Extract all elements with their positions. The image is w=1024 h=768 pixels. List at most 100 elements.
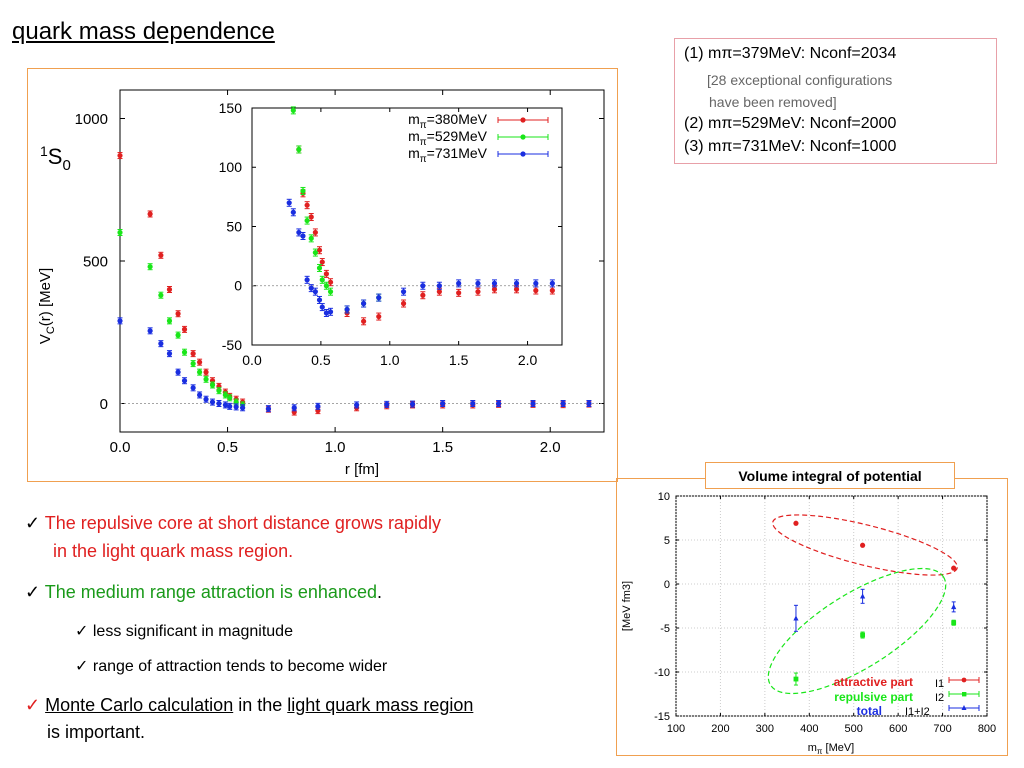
bullet-less-significant: ✓ less significant in magnitude xyxy=(75,621,293,641)
main-y-axis-label: VC(r) [MeV] xyxy=(37,268,57,344)
vi-legend-marker xyxy=(962,692,967,697)
vi-point-attractive xyxy=(860,542,866,548)
data-point xyxy=(296,229,302,236)
vi-y-axis-label: [MeV fm3] xyxy=(621,581,633,631)
data-point xyxy=(586,400,592,407)
data-point xyxy=(323,310,329,316)
inset-legend: mπ=380MeV mπ=529MeV mπ=731MeV xyxy=(408,111,549,165)
y-tick-label: -5 xyxy=(660,623,670,635)
legend-entry-380: mπ=380MeV xyxy=(408,111,488,131)
data-point xyxy=(203,376,209,382)
data-point xyxy=(265,406,272,412)
vi-axis-ticks: 100 200 300 400 500 600 700 800 -15 -10 -5 0 5 10 xyxy=(654,491,996,735)
slide-title: quark mass dependence xyxy=(12,18,275,45)
legend-380-main: m xyxy=(408,111,420,127)
data-point xyxy=(560,400,566,407)
data-point xyxy=(304,277,310,283)
data-point xyxy=(175,332,181,338)
bullet-range-wider: ✓ range of attraction tends to become wi… xyxy=(75,656,387,676)
data-point xyxy=(190,385,196,391)
main-chart-frame xyxy=(27,68,618,482)
y-tick-label: 500 xyxy=(83,253,108,270)
data-point xyxy=(290,107,296,113)
vi-legend-repulsive: repulsive part xyxy=(834,690,913,704)
data-point xyxy=(456,280,462,286)
data-point xyxy=(440,400,446,407)
data-point xyxy=(196,359,203,365)
data-point xyxy=(312,229,318,236)
y-tick-label: 150 xyxy=(219,100,243,116)
volume-integral-title: Volume integral of potential xyxy=(705,462,955,489)
vi-legend-marker xyxy=(961,705,967,710)
data-point xyxy=(203,369,209,375)
data-point xyxy=(530,400,536,407)
vi-axes-box xyxy=(675,495,988,717)
legend-529-main: m xyxy=(408,128,420,144)
bullet-monte-carlo-text: Monte Carlo calculation xyxy=(45,695,234,715)
x-tick-label: 0.0 xyxy=(110,439,131,456)
x-tick-label: 300 xyxy=(756,723,774,735)
bullet-range-wider-text: range of attraction tends to become wide… xyxy=(92,658,388,675)
data-point xyxy=(308,214,314,220)
data-point xyxy=(308,235,314,241)
data-point xyxy=(491,280,498,286)
data-point xyxy=(227,403,233,409)
vi-legend: attractive part repulsive part total I1 … xyxy=(834,675,980,718)
vi-xlabel-sub: π xyxy=(817,747,823,755)
data-point xyxy=(216,388,222,394)
data-point xyxy=(158,341,164,347)
data-point xyxy=(196,369,203,375)
data-point xyxy=(166,351,173,357)
vi-point-repulsive xyxy=(951,620,957,626)
y-tick-label: 50 xyxy=(226,218,242,234)
data-point xyxy=(376,295,382,301)
data-point xyxy=(436,283,442,289)
x-tick-label: 500 xyxy=(845,723,863,735)
data-point xyxy=(181,349,188,355)
vi-xlabel-main: m xyxy=(808,742,817,754)
data-point xyxy=(495,400,502,407)
volume-integral-chart: 100 200 300 400 500 600 700 800 -15 -10 -5 0 5 10 att… xyxy=(621,491,996,755)
data-point xyxy=(166,286,173,293)
state-label-sup: 1 xyxy=(40,143,48,159)
vi-point-attractive xyxy=(793,520,799,526)
bullet-medium-range-text: The medium range attraction is enhanced xyxy=(44,582,377,602)
data-point xyxy=(327,279,334,285)
data-point xyxy=(361,300,367,307)
legend-entry-529: mπ=529MeV xyxy=(408,128,488,148)
main-data-marks xyxy=(117,152,592,416)
vi-legend-attractive: attractive part xyxy=(834,675,913,689)
y-tick-label: -10 xyxy=(654,667,670,679)
data-point xyxy=(475,280,481,286)
data-point xyxy=(354,402,360,408)
data-point xyxy=(436,289,442,295)
check-icon: ✓ xyxy=(75,623,89,640)
data-point xyxy=(344,306,350,313)
y-tick-label: -50 xyxy=(222,337,242,353)
legend-entry-731: mπ=731MeV xyxy=(408,145,488,165)
data-point xyxy=(327,309,334,315)
data-point xyxy=(209,382,216,388)
data-point xyxy=(400,289,407,295)
data-point xyxy=(470,400,476,407)
y-tick-label: 10 xyxy=(658,491,670,503)
data-point xyxy=(304,217,310,224)
bullet-monte-carlo-region: light quark mass region xyxy=(287,695,474,715)
y-tick-label: 0 xyxy=(100,396,108,413)
data-point xyxy=(456,290,462,296)
data-point xyxy=(196,392,203,398)
y-tick-label: -15 xyxy=(654,711,670,723)
check-icon: ✓ xyxy=(25,513,41,533)
x-tick-label: 2.0 xyxy=(540,439,561,456)
data-point xyxy=(327,289,334,295)
x-tick-label: 1.0 xyxy=(380,352,400,368)
data-point xyxy=(216,400,222,407)
data-point xyxy=(475,289,481,295)
data-point xyxy=(319,277,325,283)
data-point xyxy=(323,283,329,289)
y-tick-label: 0 xyxy=(234,278,242,294)
data-point xyxy=(376,313,382,320)
data-point xyxy=(300,233,306,239)
data-point xyxy=(384,401,390,407)
